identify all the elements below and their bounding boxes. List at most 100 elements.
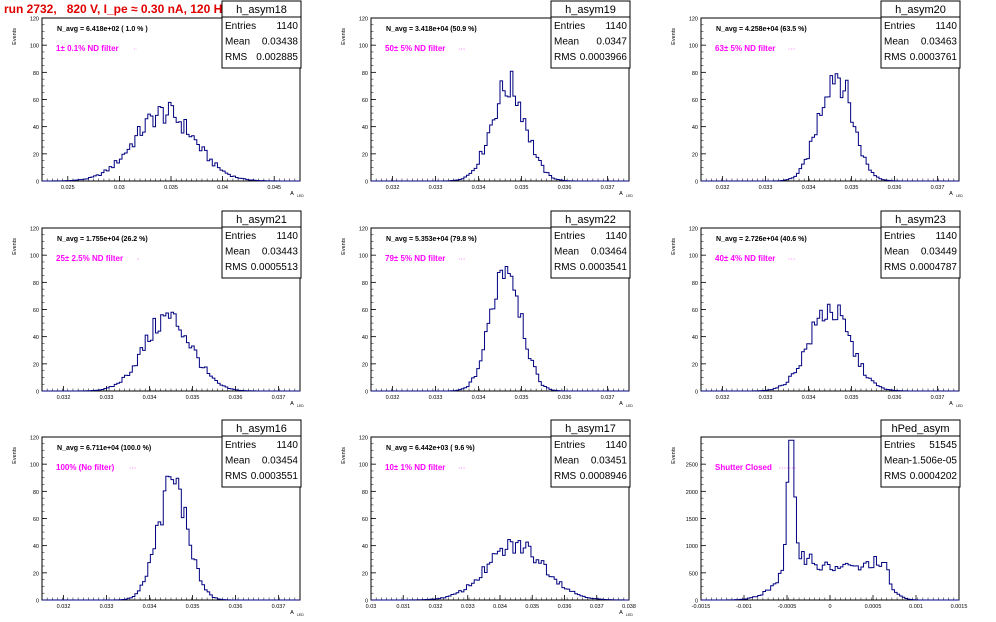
x-axis-title: A [619,401,623,407]
histogram-panel-h_asym23: 0 20 40 60 80 100 120 0.032 0.033 0.034 0.035 0.036… [671,210,963,408]
x-tick-label: 0.034 [143,604,157,610]
x-tick-label: 0.032 [57,395,71,401]
y-tick-label: 100 [359,463,368,469]
stats-label: Mean [225,37,250,48]
y-tick-label: 1000 [686,544,698,550]
y-tick-label: 120 [359,227,368,233]
x-tick-label: 0.033 [461,604,475,610]
stats-label: Entries [225,440,256,451]
y-tick-label: 60 [33,98,39,104]
y-tick-label: 120 [689,17,698,23]
y-tick-label: 80 [33,490,39,496]
x-tick-label: -0.0015 [692,604,711,610]
y-tick-label: 0 [365,599,368,605]
x-tick-label: 0.037 [272,395,286,401]
stats-box [550,0,631,69]
histogram-line [701,73,959,182]
x-tick-label: 0.035 [515,395,529,401]
y-tick-label: 40 [362,544,368,550]
stats-value: 0.0005513 [251,262,299,273]
stats-label: RMS [554,52,577,63]
x-tick-label: 0.034 [493,604,507,610]
x-axis-title-sub: LED [956,404,963,408]
x-tick-label: 0.035 [845,395,859,401]
y-tick-label: 120 [30,436,39,442]
stats-value: 0.03464 [591,247,628,258]
x-tick-label: 0.045 [267,185,281,191]
y-tick-label: 0 [365,390,368,396]
filter-label: 100% (No filter) [56,463,115,472]
stats-value: 0.03454 [262,456,299,467]
x-tick-label: -0.001 [736,604,752,610]
x-tick-label: 0.034 [472,395,486,401]
stats-value: 1140 [276,21,298,32]
stats-label: Entries [225,231,256,242]
stats-value: 1140 [605,440,627,451]
x-tick-label: 0.034 [802,185,816,191]
stats-value: -1.506e-05 [909,456,958,467]
histogram-line [701,439,959,601]
x-tick-label: 0.037 [590,604,604,610]
x-tick-label: 0.036 [558,395,572,401]
stats-box-title: hPed_asym [891,423,949,435]
stats-box-title: h_asym23 [895,214,946,226]
x-axis-title-sub: LED [297,613,304,617]
x-axis-title: A [949,191,953,197]
y-tick-label: 2500 [686,463,698,469]
stats-label: Entries [884,440,915,451]
histogram-panel-h_asym20: 0 20 40 60 80 100 120 0.032 0.033 0.034 0.035 0.036… [671,0,963,198]
filter-label: 40± 4% ND filter [715,254,775,263]
x-tick-label: 0.033 [429,395,443,401]
y-axis-title: Events [12,238,18,255]
x-tick-label: 0.032 [386,395,400,401]
histogram-panel-h_asym18: 0 20 40 60 80 100 120 0.025 0.03 0.035 0.04 0.045 Ev… [12,0,304,198]
stats-label: Mean [884,37,909,48]
histogram-panel-h_asym21: 0 20 40 60 80 100 120 0.032 0.033 0.034 0.035 0.036… [12,210,304,408]
y-tick-label: 40 [33,544,39,550]
stats-label: Entries [554,21,585,32]
y-tick-label: 500 [689,571,698,577]
stats-box-title: h_asym21 [236,214,287,226]
navg-label: N_avg = 5.353e+04 (79.8 %) [386,236,477,243]
y-tick-label: 80 [362,490,368,496]
x-tick-label: 0.033 [759,395,773,401]
stats-value: 0.03463 [921,37,958,48]
stats-value: 0.0003761 [910,52,958,63]
y-tick-label: 120 [30,227,39,233]
x-axis-title: A [290,401,294,407]
stats-label: RMS [225,262,248,273]
navg-label: N_avg = 3.418e+04 (50.9 %) [386,26,477,33]
stats-value: 0.03443 [262,247,299,258]
y-tick-label: 40 [33,125,39,131]
y-tick-label: 20 [33,362,39,368]
x-tick-label: 0.032 [429,604,443,610]
y-tick-label: 40 [33,335,39,341]
x-tick-label: -0.0005 [778,604,797,610]
x-tick-label: 0.036 [888,395,902,401]
x-axis-title-sub: LED [297,194,304,198]
stats-box [221,0,302,69]
y-tick-label: 20 [33,571,39,577]
y-tick-label: 60 [362,98,368,104]
x-tick-label: 0.031 [396,604,410,610]
stats-label: RMS [884,262,907,273]
y-tick-label: 100 [30,44,39,50]
y-tick-label: 120 [689,227,698,233]
y-tick-label: 80 [362,281,368,287]
y-tick-label: 60 [692,98,698,104]
navg-label: N_avg = 6.418e+02 ( 1.0 % ) [57,26,148,33]
stats-label: Entries [884,231,915,242]
filter-label: Shutter Closed [715,463,772,472]
navg-label: N_avg = 6.711e+04 (100.0 %) [57,445,151,452]
x-tick-label: 0.036 [888,185,902,191]
stats-label: RMS [554,262,577,273]
y-tick-label: 100 [689,44,698,50]
x-tick-label: 0.034 [472,185,486,191]
y-tick-label: 80 [33,71,39,77]
stats-value: 0.0004202 [910,471,958,482]
stats-label: RMS [884,471,907,482]
stats-value: 0.002885 [256,52,298,63]
x-tick-label: 0.037 [601,185,615,191]
x-tick-label: 0.034 [802,395,816,401]
y-tick-label: 80 [362,71,368,77]
